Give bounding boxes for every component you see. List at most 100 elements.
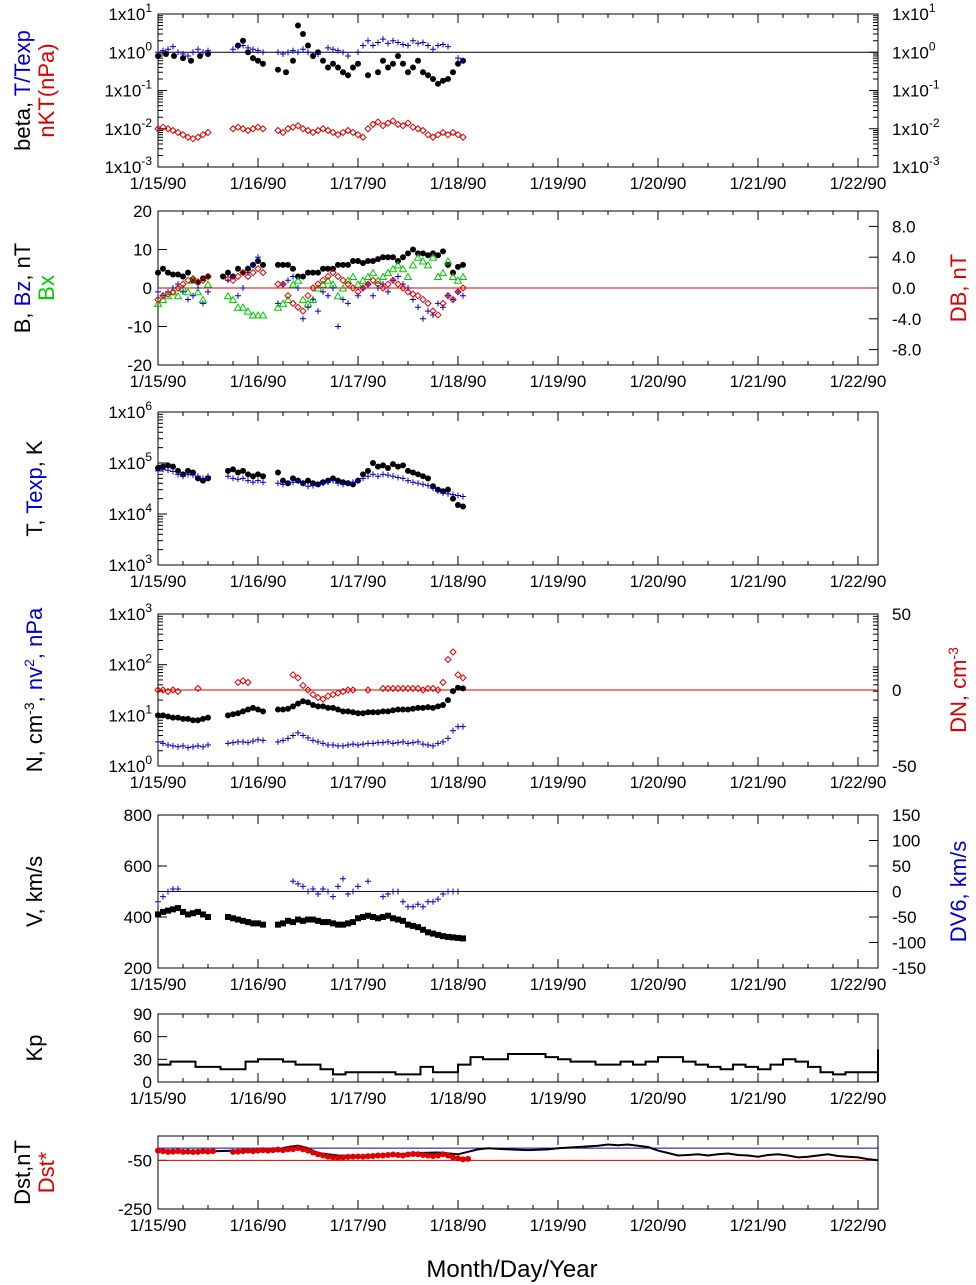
- data-point: [400, 462, 406, 469]
- y2-tick-label: 1x10-3: [892, 154, 940, 177]
- data-point: [155, 467, 161, 474]
- data-point: [243, 307, 253, 315]
- data-point: [200, 911, 206, 918]
- y-tick-label: 20: [133, 202, 152, 221]
- data-point: [325, 479, 331, 486]
- data-point: [250, 261, 256, 268]
- x-tick-label: 1/19/90: [530, 773, 587, 792]
- data-point: [185, 269, 191, 276]
- data-point: [340, 1154, 346, 1161]
- data-point: [460, 723, 466, 730]
- data-point: [204, 128, 212, 137]
- data-point: [328, 280, 338, 288]
- data-point: [340, 261, 346, 268]
- data-point: [340, 49, 346, 56]
- data-point: [430, 898, 436, 905]
- panel-frame: [157, 411, 879, 566]
- y2-tick-exponent: 1: [929, 1, 936, 15]
- data-point: [443, 257, 453, 265]
- data-point: [445, 261, 451, 268]
- data-point: [335, 261, 341, 268]
- data-point: [260, 479, 266, 486]
- x-tick-label: 1/20/90: [630, 1216, 687, 1235]
- data-point: [430, 930, 436, 937]
- data-point: [235, 1148, 241, 1155]
- data-point: [240, 37, 246, 44]
- y-axis-title: B, Bz, nTBx: [10, 243, 59, 334]
- y2-tick-label: 150: [892, 806, 920, 825]
- x-tick-label: 1/20/90: [630, 773, 687, 792]
- data-point: [350, 1153, 356, 1160]
- data-point: [278, 299, 288, 307]
- panel-magnetic-field: 1/15/90 1/16/90 1/17/90 1/18/90 1/19/90 1/20/…: [10, 202, 971, 391]
- data-point: [299, 307, 307, 315]
- data-point: [325, 44, 331, 51]
- y-tick-mantissa: 1: [108, 656, 117, 675]
- data-point: [358, 276, 368, 284]
- data-point: [385, 288, 391, 295]
- data-point: [380, 57, 386, 64]
- data-point: [424, 299, 432, 308]
- data-point: [439, 299, 447, 308]
- x-tick-label: 1/21/90: [730, 773, 787, 792]
- data-point: [450, 727, 456, 734]
- y-tick-label: 1x106: [108, 399, 152, 422]
- x-tick-label: 1/22/90: [830, 975, 887, 994]
- y-axis-title: Kp: [22, 1035, 47, 1062]
- data-point: [165, 462, 171, 469]
- data-point: [320, 265, 326, 272]
- data-point: [360, 42, 366, 49]
- y-tick-mantissa: 1: [108, 5, 117, 24]
- data-point: [364, 125, 372, 133]
- data-point: [255, 258, 261, 265]
- data-point: [275, 738, 281, 745]
- axis-title-part: N, cm: [22, 715, 47, 772]
- data-point: [205, 741, 211, 748]
- data-point: [300, 480, 306, 487]
- data-point: [385, 891, 391, 898]
- series-kp: [158, 1049, 879, 1082]
- data-point: [189, 275, 197, 283]
- data-point: [450, 934, 456, 941]
- data-point: [424, 130, 432, 139]
- data-point: [320, 288, 326, 295]
- data-point: [155, 1147, 161, 1154]
- data-point: [300, 46, 306, 53]
- data-point: [419, 126, 427, 135]
- data-point: [340, 481, 346, 488]
- y-tick-exponent: -2: [141, 116, 152, 130]
- data-point: [334, 272, 342, 281]
- data-point: [399, 684, 407, 693]
- data-point: [280, 706, 286, 713]
- data-point: [430, 485, 436, 492]
- data-point: [171, 52, 177, 59]
- data-point: [175, 885, 181, 892]
- data-point: [393, 260, 403, 269]
- data-point: [450, 1154, 456, 1161]
- data-point: [429, 133, 437, 141]
- data-point: [460, 261, 466, 268]
- data-point: [228, 295, 238, 304]
- data-point: [435, 1152, 441, 1159]
- data-point: [305, 42, 311, 49]
- data-point: [455, 55, 461, 62]
- y2-tick-label: 4.0: [892, 248, 916, 267]
- data-point: [410, 1151, 416, 1158]
- data-point: [390, 915, 396, 922]
- series-dv6: [155, 875, 461, 910]
- data-point: [285, 1146, 291, 1153]
- data-point: [448, 272, 458, 280]
- data-point: [440, 738, 446, 745]
- data-point: [160, 265, 166, 272]
- data-point: [175, 1148, 181, 1155]
- data-point: [304, 126, 312, 135]
- data-point: [230, 739, 236, 746]
- data-point: [325, 64, 331, 71]
- data-point: [365, 467, 371, 474]
- data-point: [179, 130, 187, 139]
- x-tick-label: 1/15/90: [130, 1089, 187, 1108]
- y2-tick-label: -50: [892, 908, 917, 927]
- data-point: [223, 291, 233, 300]
- data-point: [365, 912, 371, 919]
- data-point: [435, 42, 441, 49]
